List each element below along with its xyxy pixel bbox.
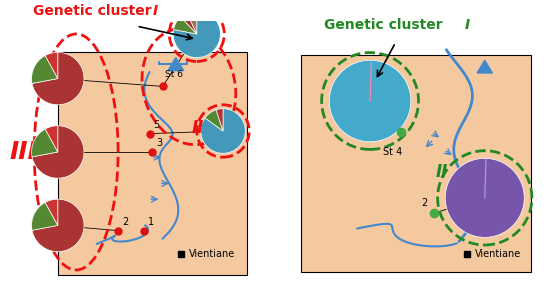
Wedge shape [45, 126, 58, 152]
Text: II: II [435, 163, 448, 181]
Wedge shape [45, 199, 58, 225]
Text: III: III [10, 140, 38, 164]
Wedge shape [32, 129, 58, 157]
Text: Vientiane: Vientiane [189, 249, 235, 259]
Text: 3: 3 [156, 138, 162, 148]
Text: 1: 1 [148, 217, 155, 227]
Polygon shape [168, 58, 184, 71]
Wedge shape [187, 10, 197, 34]
Wedge shape [173, 10, 220, 58]
Wedge shape [181, 13, 197, 34]
FancyBboxPatch shape [58, 52, 247, 275]
Text: I: I [152, 4, 157, 18]
Text: I: I [464, 18, 469, 32]
Circle shape [445, 158, 524, 237]
Text: St 4: St 4 [383, 147, 402, 157]
Text: Genetic cluster: Genetic cluster [33, 4, 151, 18]
Text: Vientiane: Vientiane [475, 249, 521, 259]
Text: 2: 2 [421, 198, 427, 208]
Wedge shape [45, 52, 58, 79]
Text: St 6: St 6 [165, 69, 183, 79]
Wedge shape [205, 110, 223, 131]
Wedge shape [32, 126, 84, 178]
Wedge shape [32, 199, 84, 252]
Text: 2: 2 [122, 217, 129, 227]
Wedge shape [173, 17, 197, 34]
Wedge shape [32, 202, 58, 230]
Text: Genetic cluster: Genetic cluster [324, 18, 442, 32]
Polygon shape [477, 60, 493, 73]
Wedge shape [32, 52, 84, 105]
FancyBboxPatch shape [301, 55, 531, 272]
Wedge shape [216, 109, 223, 131]
Text: 5: 5 [153, 120, 160, 130]
Circle shape [329, 60, 411, 142]
Wedge shape [32, 55, 58, 83]
Wedge shape [201, 109, 245, 153]
Text: II: II [192, 119, 204, 137]
